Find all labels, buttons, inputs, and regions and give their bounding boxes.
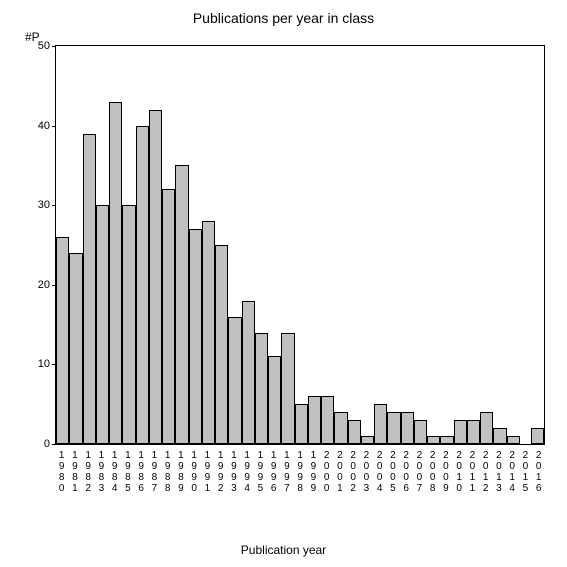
x-tick-label: 1984 bbox=[108, 448, 121, 494]
bar bbox=[507, 436, 520, 444]
bar bbox=[215, 245, 228, 444]
x-tick-label: 2011 bbox=[466, 448, 479, 494]
x-tick-label: 1990 bbox=[188, 448, 201, 494]
bar bbox=[348, 420, 361, 444]
x-tick-label: 1997 bbox=[280, 448, 293, 494]
x-tick-label: 1989 bbox=[174, 448, 187, 494]
bar bbox=[189, 229, 202, 444]
bar bbox=[281, 333, 294, 444]
x-tick-label: 1981 bbox=[68, 448, 81, 494]
x-tick-label: 2006 bbox=[400, 448, 413, 494]
x-tick-label: 2001 bbox=[333, 448, 346, 494]
x-tick-label: 1996 bbox=[267, 448, 280, 494]
x-tick-label: 1980 bbox=[55, 448, 68, 494]
x-tick-label: 2013 bbox=[492, 448, 505, 494]
bar bbox=[83, 134, 96, 444]
bar bbox=[149, 110, 162, 444]
x-tick-label: 1994 bbox=[241, 448, 254, 494]
publications-bar-chart: Publications per year in class #P 010203… bbox=[0, 0, 567, 567]
x-tick-label: 2016 bbox=[532, 448, 545, 494]
x-tick-label: 2007 bbox=[413, 448, 426, 494]
x-tick-label: 2000 bbox=[320, 448, 333, 494]
x-axis-label: Publication year bbox=[0, 543, 567, 557]
bar bbox=[387, 412, 400, 444]
x-tick-label: 1998 bbox=[294, 448, 307, 494]
bar bbox=[361, 436, 374, 444]
bar bbox=[493, 428, 506, 444]
bar bbox=[228, 317, 241, 444]
x-tick-label: 1986 bbox=[135, 448, 148, 494]
bar bbox=[427, 436, 440, 444]
bar bbox=[175, 165, 188, 444]
x-tick-label: 2014 bbox=[506, 448, 519, 494]
x-tick-label: 2009 bbox=[439, 448, 452, 494]
x-tick-label: 1992 bbox=[214, 448, 227, 494]
x-tick-label: 1987 bbox=[148, 448, 161, 494]
x-tick-label: 1995 bbox=[254, 448, 267, 494]
bar bbox=[321, 396, 334, 444]
x-tick-label: 1988 bbox=[161, 448, 174, 494]
bar bbox=[308, 396, 321, 444]
x-tick-label: 1983 bbox=[95, 448, 108, 494]
bar bbox=[242, 301, 255, 444]
bar bbox=[255, 333, 268, 444]
bars-group bbox=[56, 46, 544, 444]
x-tick-label: 2012 bbox=[479, 448, 492, 494]
x-ticks: 1980198119821983198419851986198719881989… bbox=[55, 448, 545, 494]
x-tick-label: 1991 bbox=[201, 448, 214, 494]
x-tick-label: 2015 bbox=[519, 448, 532, 494]
bar bbox=[122, 205, 135, 444]
bar bbox=[531, 428, 544, 444]
bar bbox=[374, 404, 387, 444]
bar bbox=[69, 253, 82, 444]
bar bbox=[480, 412, 493, 444]
bar bbox=[109, 102, 122, 444]
x-tick-label: 1982 bbox=[82, 448, 95, 494]
plot-area: 01020304050 bbox=[55, 45, 545, 445]
x-tick-label: 2005 bbox=[386, 448, 399, 494]
x-tick-label: 1985 bbox=[121, 448, 134, 494]
x-tick-label: 1999 bbox=[307, 448, 320, 494]
chart-title: Publications per year in class bbox=[0, 10, 567, 26]
bar bbox=[334, 412, 347, 444]
bar bbox=[96, 205, 109, 444]
x-tick-label: 2004 bbox=[373, 448, 386, 494]
bar bbox=[467, 420, 480, 444]
bar bbox=[136, 126, 149, 444]
x-tick-label: 2003 bbox=[360, 448, 373, 494]
bar bbox=[162, 189, 175, 444]
bar bbox=[454, 420, 467, 444]
bar bbox=[440, 436, 453, 444]
bar bbox=[268, 356, 281, 444]
y-tick-mark bbox=[52, 444, 56, 445]
bar bbox=[414, 420, 427, 444]
x-tick-label: 2008 bbox=[426, 448, 439, 494]
bar bbox=[401, 412, 414, 444]
bar bbox=[56, 237, 69, 444]
x-tick-label: 2002 bbox=[347, 448, 360, 494]
bar bbox=[295, 404, 308, 444]
x-tick-label: 1993 bbox=[227, 448, 240, 494]
bar bbox=[202, 221, 215, 444]
x-tick-label: 2010 bbox=[453, 448, 466, 494]
